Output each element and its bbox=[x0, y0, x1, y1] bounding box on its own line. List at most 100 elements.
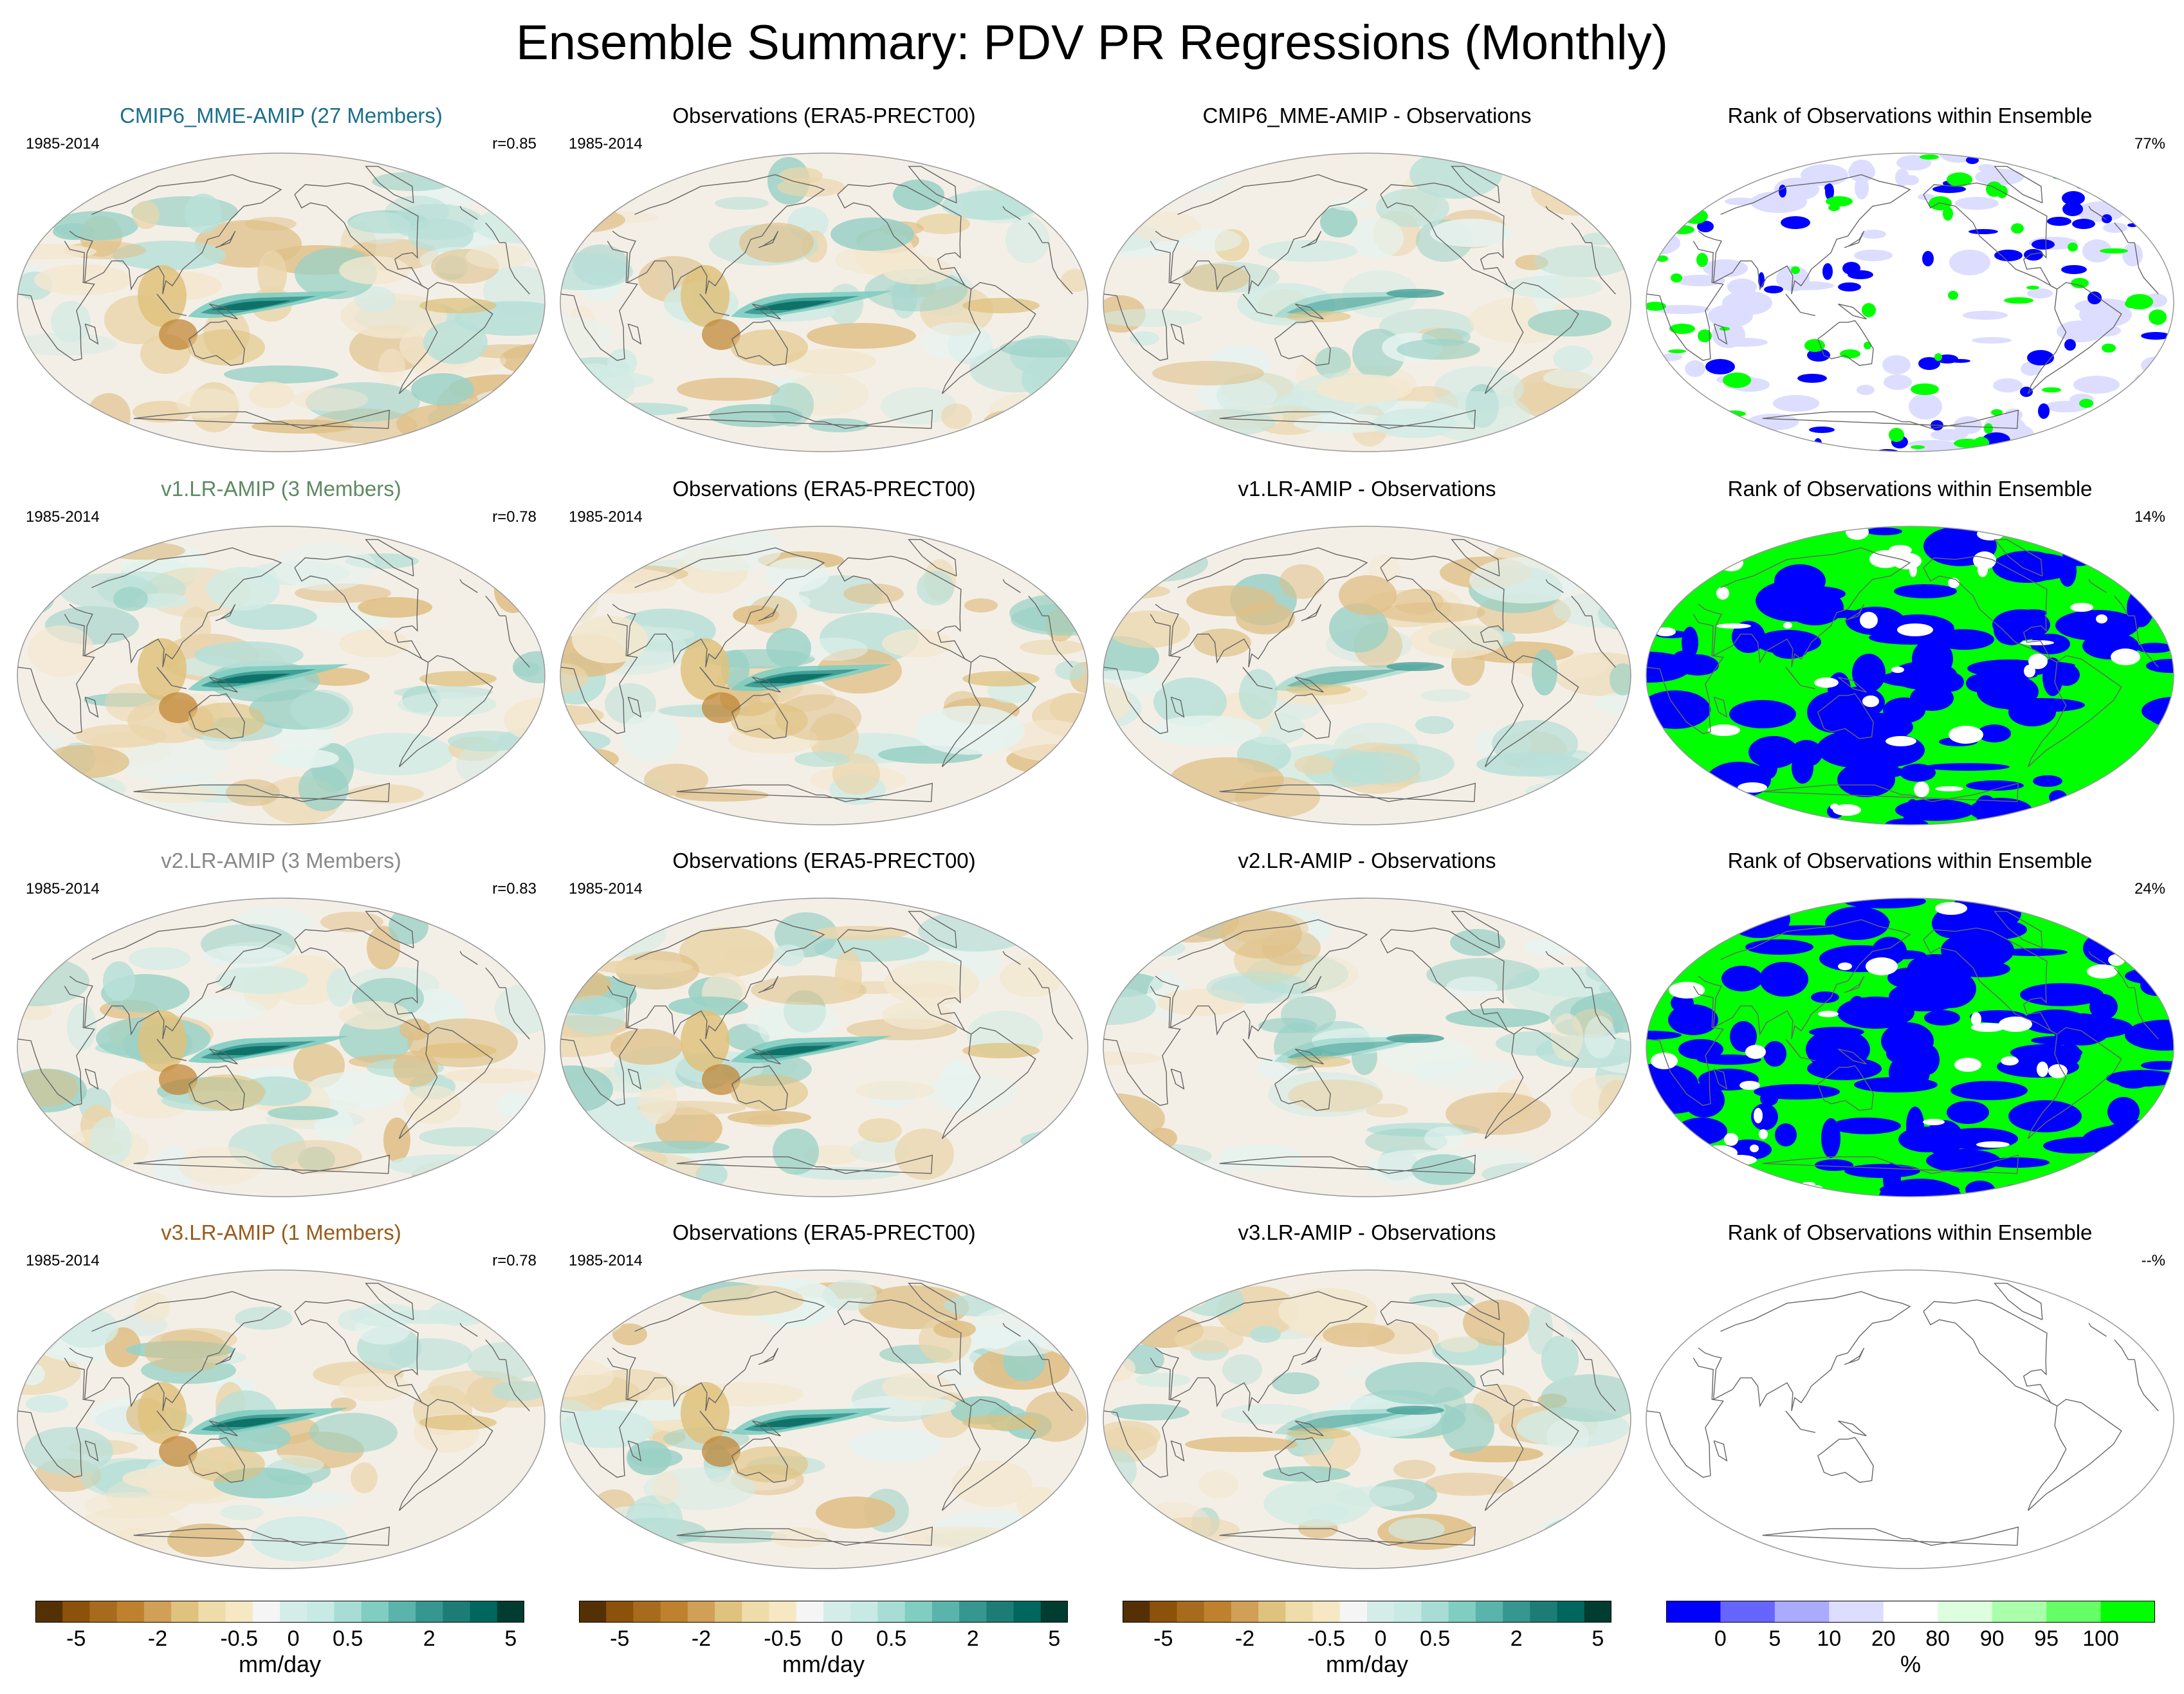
correlation-label: r=0.78 bbox=[492, 508, 537, 526]
panel-title: v2.LR-AMIP - Observations bbox=[1238, 849, 1496, 872]
rank-field bbox=[1646, 526, 2174, 825]
colorbar-tick: 5 bbox=[504, 1626, 517, 1651]
panel-obs-row-3: Observations (ERA5-PRECT00) 1985-2014 bbox=[557, 848, 1091, 1208]
colorbar-tick: 0.5 bbox=[332, 1626, 363, 1651]
colorbar-swatch bbox=[443, 1601, 471, 1623]
colorbar-swatch bbox=[62, 1601, 90, 1623]
map-diff bbox=[1100, 1265, 1634, 1574]
coastlines bbox=[1646, 165, 2159, 429]
map-border bbox=[1646, 526, 2174, 825]
colorbar-unit: mm/day bbox=[1325, 1651, 1409, 1677]
period-label: 1985-2014 bbox=[569, 135, 643, 152]
panel-title: Observations (ERA5-PRECT00) bbox=[672, 1220, 976, 1244]
colorbar-tick: -2 bbox=[1234, 1626, 1255, 1651]
colorbar-swatch bbox=[1584, 1601, 1611, 1623]
colorbar-swatch bbox=[769, 1601, 797, 1623]
colorbar-tick: 0 bbox=[1714, 1626, 1727, 1651]
colorbar-swatch bbox=[1666, 1601, 1721, 1623]
colorbar-swatch bbox=[1339, 1601, 1368, 1623]
panel-title: Rank of Observations within Ensemble bbox=[1727, 849, 2093, 872]
panel-title: v1.LR-AMIP - Observations bbox=[1238, 477, 1496, 501]
map-obs bbox=[557, 1265, 1091, 1574]
colorbar-swatch bbox=[2100, 1601, 2155, 1623]
colorbar-swatch bbox=[606, 1601, 634, 1623]
colorbar-swatch bbox=[1177, 1601, 1205, 1623]
colorbar-swatch bbox=[225, 1601, 253, 1623]
colorbar-tick: -0.5 bbox=[764, 1626, 802, 1651]
panel-diff-row-4: v3.LR-AMIP - Observations bbox=[1100, 1220, 1634, 1580]
colorbar-tick: 80 bbox=[1925, 1626, 1950, 1651]
map-border bbox=[560, 152, 1088, 452]
colorbar-tick: -0.5 bbox=[220, 1626, 258, 1651]
colorbar-unit: mm/day bbox=[238, 1651, 322, 1677]
coastlines bbox=[1103, 1282, 1616, 1546]
map-rank bbox=[1643, 148, 2177, 457]
colorbar-swatch bbox=[742, 1601, 770, 1623]
map-diff bbox=[1100, 148, 1634, 457]
coastlines bbox=[1646, 910, 2159, 1174]
colorbar-swatch bbox=[1367, 1601, 1395, 1623]
colorbar-swatch bbox=[280, 1601, 307, 1623]
colorbar-swatch bbox=[1150, 1601, 1177, 1623]
map-obs bbox=[557, 893, 1091, 1202]
panel-model-row-1: CMIP6_MME-AMIP (27 Members) 1985-2014 r=0.… bbox=[14, 103, 548, 463]
colorbar-swatch bbox=[171, 1601, 199, 1623]
colorbar-swatch bbox=[1503, 1601, 1530, 1623]
colorbar-3: -5 -2 -0.5 0 0.5 2 5 mm/day bbox=[1123, 1601, 1611, 1678]
panel-title: v1.LR-AMIP (3 Members) bbox=[161, 477, 401, 501]
figure-title: Ensemble Summary: PDV PR Regressions (Mo… bbox=[516, 15, 1668, 70]
panel-rank-row-1: Rank of Observations within Ensemble 77% bbox=[1643, 103, 2177, 463]
colorbar-tick: 5 bbox=[1048, 1626, 1061, 1651]
map-border bbox=[1646, 152, 2174, 452]
colorbar-tick: 2 bbox=[1510, 1626, 1523, 1651]
panel-rank-row-2: Rank of Observations within Ensemble 14% bbox=[1643, 476, 2177, 836]
colorbar-swatch bbox=[1394, 1601, 1422, 1623]
coastlines bbox=[1646, 1282, 2159, 1546]
map-border bbox=[1103, 152, 1631, 452]
coastlines bbox=[1103, 539, 1616, 802]
panel-diff-row-3: v2.LR-AMIP - Observations bbox=[1100, 848, 1634, 1208]
colorbar-swatch bbox=[470, 1601, 498, 1623]
map-field bbox=[17, 1270, 545, 1569]
colorbar-tick: -2 bbox=[691, 1626, 711, 1651]
period-label: 1985-2014 bbox=[26, 508, 100, 526]
panel-title: Observations (ERA5-PRECT00) bbox=[672, 104, 976, 127]
panel-title: v2.LR-AMIP (3 Members) bbox=[161, 849, 401, 872]
colorbar-4: 0 5 10 20 80 90 95 100% bbox=[1666, 1601, 2155, 1678]
colorbar-tick: 95 bbox=[2034, 1626, 2059, 1651]
period-label: 1985-2014 bbox=[569, 880, 643, 898]
colorbar-swatch bbox=[307, 1601, 335, 1623]
map-border bbox=[17, 1269, 546, 1569]
panel-title: Observations (ERA5-PRECT00) bbox=[672, 477, 976, 501]
colorbar-swatch bbox=[1938, 1601, 1993, 1623]
coastlines bbox=[1646, 539, 2159, 802]
panel-diff-row-1: CMIP6_MME-AMIP - Observations bbox=[1100, 103, 1634, 463]
map-field bbox=[560, 1270, 1088, 1569]
map-border bbox=[560, 526, 1088, 825]
colorbar-swatch bbox=[334, 1601, 362, 1623]
map-field bbox=[560, 153, 1088, 452]
colorbar-swatch bbox=[35, 1601, 63, 1623]
colorbar-swatch bbox=[687, 1601, 715, 1623]
map-diff bbox=[1100, 893, 1634, 1202]
map-field bbox=[17, 898, 545, 1197]
panel-model-row-3: v2.LR-AMIP (3 Members) 1985-2014 r=0.83 bbox=[14, 848, 548, 1208]
map-field bbox=[17, 153, 545, 452]
map-rank bbox=[1643, 1265, 2177, 1574]
correlation-label: r=0.85 bbox=[492, 135, 537, 152]
colorbar-swatch bbox=[823, 1601, 851, 1623]
panel-model-row-4: v3.LR-AMIP (1 Members) 1985-2014 r=0.78 bbox=[14, 1220, 548, 1580]
colorbar-swatch bbox=[252, 1601, 280, 1623]
map-border bbox=[1103, 1269, 1631, 1569]
colorbar-tick: -5 bbox=[66, 1626, 86, 1651]
colorbar-swatch bbox=[116, 1601, 145, 1623]
rank-field bbox=[1646, 1270, 2174, 1569]
colorbar-swatch bbox=[1883, 1601, 1938, 1623]
map-obs bbox=[557, 521, 1091, 830]
map-field bbox=[17, 526, 545, 825]
colorbar-tick: -0.5 bbox=[1307, 1626, 1345, 1651]
colorbar-unit: mm/day bbox=[782, 1651, 865, 1677]
map-model bbox=[14, 1265, 548, 1574]
colorbar-swatch bbox=[796, 1601, 824, 1623]
colorbar-swatch bbox=[388, 1601, 416, 1623]
